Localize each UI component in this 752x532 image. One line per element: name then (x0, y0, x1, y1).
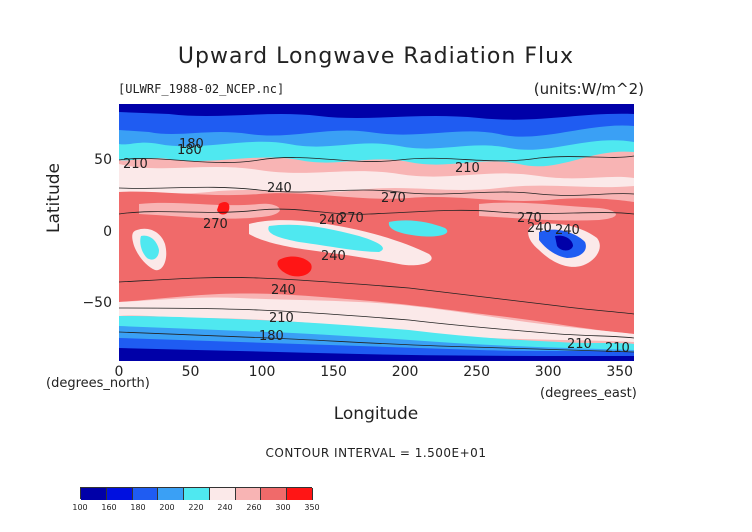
source-file-label: [ULWRF_1988-02_NCEP.nc] (118, 82, 285, 96)
x-tick-label: 100 (248, 364, 276, 380)
x-tick-label: 150 (320, 364, 347, 380)
contour-label: 210 (123, 157, 148, 172)
contour-label: 240 (555, 223, 580, 238)
y-unit-label: (degrees_north) (46, 376, 150, 391)
y-tick-label: −50 (82, 294, 112, 311)
contour-label: 210 (269, 311, 294, 326)
colorbar-level-label: 350 (304, 503, 320, 512)
contour-label: 270 (517, 211, 542, 226)
contour-label: 270 (339, 211, 364, 226)
colorbar-swatch (106, 488, 133, 500)
colorbar-level-label: 100 (72, 503, 88, 512)
colorbar-level-label: 160 (101, 503, 117, 512)
x-tick-label: 350 (606, 364, 634, 380)
contour-label: 270 (381, 191, 406, 206)
y-axis-label: Latitude (44, 163, 64, 233)
colorbar-swatch (158, 488, 185, 500)
colorbar-level-label: 300 (275, 503, 291, 512)
colorbar-swatch (261, 488, 288, 500)
colorbar-swatch (81, 488, 107, 500)
colorbar-level-label: 260 (246, 503, 262, 512)
contour-label: 180 (179, 137, 204, 152)
x-tick-label: 200 (391, 364, 419, 380)
chart-title: Upward Longwave Radiation Flux (177, 44, 575, 69)
contour-label: 240 (319, 213, 344, 228)
colorbar-level-label: 240 (217, 503, 233, 512)
contour-label: 240 (527, 221, 552, 236)
colorbar-level-label: 200 (159, 503, 175, 512)
colorbar-swatch (184, 488, 210, 500)
colorbar-level-label: 220 (188, 503, 204, 512)
x-tick-label: 50 (181, 364, 200, 380)
contour-label: 180 (259, 329, 284, 344)
colorbar-swatch (287, 488, 313, 500)
x-tick-label: 0 (114, 364, 124, 380)
contour-label: 240 (321, 249, 346, 264)
x-tick-label: 250 (463, 364, 490, 380)
x-axis-label: Longitude (333, 404, 419, 424)
units-label: (units:W/m^2) (533, 80, 644, 98)
contour-interval-text: CONTOUR INTERVAL = 1.500E+01 (265, 446, 487, 460)
colorbar (80, 487, 313, 500)
x-tick-label: 300 (534, 364, 562, 380)
colorbar-level-label: 180 (130, 503, 146, 512)
contour-label: 240 (267, 181, 292, 196)
y-tick-label: 0 (103, 223, 112, 240)
contour-label: 180 (177, 143, 202, 158)
y-tick-label: 50 (94, 152, 112, 169)
colorbar-swatch (235, 488, 262, 500)
colorbar-swatch (132, 488, 159, 500)
colorbar-swatch (209, 488, 236, 500)
x-unit-label: (degrees_east) (540, 386, 637, 401)
contour-label: 210 (567, 337, 592, 352)
contour-label: 270 (203, 217, 228, 232)
contour-label: 210 (605, 341, 630, 356)
contour-label: 240 (271, 283, 296, 298)
contour-label: 210 (455, 161, 480, 176)
